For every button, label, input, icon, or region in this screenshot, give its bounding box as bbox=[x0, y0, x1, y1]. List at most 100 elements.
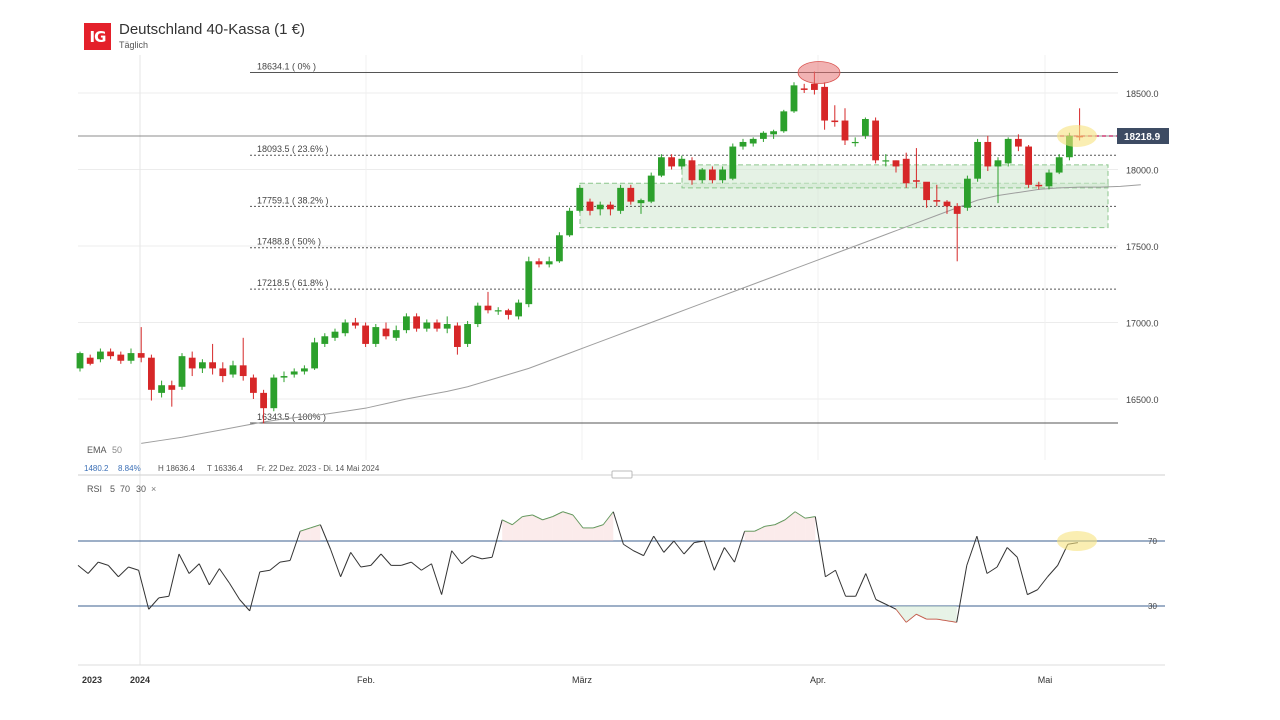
rsi-segment-70 bbox=[784, 511, 796, 521]
candle-body-5 bbox=[127, 353, 135, 361]
candle-body-48 bbox=[566, 210, 573, 236]
rsi-segment-54 bbox=[623, 543, 634, 552]
rsi-over-fill-45 bbox=[532, 515, 543, 541]
time-tick-label: 2023 bbox=[82, 675, 102, 685]
rsi-over-fill-51 bbox=[593, 524, 604, 541]
rsi-segment-62 bbox=[703, 540, 715, 571]
candle-body-27 bbox=[352, 322, 359, 326]
candle-body-45 bbox=[535, 261, 543, 265]
candle-body-96 bbox=[1055, 157, 1063, 173]
candle-body-89 bbox=[984, 141, 992, 167]
candle-body-49 bbox=[576, 187, 584, 211]
rsi-over-fill-67 bbox=[754, 526, 765, 541]
rsi-segment-59 bbox=[673, 540, 685, 555]
candle-body-28 bbox=[362, 325, 369, 344]
rsi-segment-18 bbox=[259, 569, 270, 573]
candle-body-12 bbox=[199, 362, 206, 369]
rsi-segment-60 bbox=[683, 542, 695, 555]
candle-body-73 bbox=[821, 86, 828, 121]
candle-body-56 bbox=[647, 175, 655, 202]
candle-body-1 bbox=[86, 357, 94, 364]
rsi-segment-55 bbox=[633, 550, 644, 557]
rsi-segment-74 bbox=[825, 569, 836, 578]
grid-layer bbox=[78, 55, 1118, 665]
rsi-close-icon: × bbox=[151, 484, 156, 494]
rsi-legend-1: 5 bbox=[110, 484, 115, 494]
rsi-segment-26 bbox=[340, 552, 352, 577]
rsi-under-fill-82 bbox=[906, 606, 917, 623]
rsi-tick-30: 30 bbox=[1148, 602, 1157, 611]
rsi-segment-71 bbox=[794, 511, 806, 519]
candle-body-44 bbox=[525, 261, 533, 305]
candle-body-14 bbox=[219, 368, 227, 377]
rsi-segment-95 bbox=[1037, 576, 1048, 591]
support-zone-1 bbox=[681, 164, 1109, 189]
price-tick-label: 17000.0 bbox=[1126, 319, 1159, 329]
price-tick-label: 16500.0 bbox=[1126, 395, 1159, 405]
rsi-segment-67 bbox=[754, 525, 766, 532]
rsi-segment-94 bbox=[1027, 589, 1038, 596]
rsi-segment-38 bbox=[461, 555, 473, 565]
rsi-segment-10 bbox=[178, 553, 190, 574]
rsi-segment-7 bbox=[148, 597, 160, 610]
rsi-segment-17 bbox=[249, 571, 261, 612]
rsi-segment-19 bbox=[269, 561, 281, 571]
ema-layer bbox=[141, 184, 1141, 444]
annotation-layer bbox=[797, 61, 1097, 148]
candle-body-33 bbox=[413, 316, 420, 329]
rsi-segment-21 bbox=[289, 531, 301, 561]
candle-body-4 bbox=[117, 354, 125, 361]
time-tick-label: Mai bbox=[1038, 675, 1053, 685]
rsi-segment-27 bbox=[350, 552, 362, 568]
candle-body-77 bbox=[862, 119, 869, 136]
rsi-segment-24 bbox=[319, 524, 331, 550]
rsi-segment-92 bbox=[1006, 547, 1018, 558]
rsi-segment-35 bbox=[431, 563, 443, 595]
candle-body-66 bbox=[749, 138, 757, 144]
rsi-segment-40 bbox=[481, 556, 493, 560]
candle-body-16 bbox=[239, 365, 247, 377]
rsi-over-fill-46 bbox=[542, 516, 553, 541]
candle-body-32 bbox=[403, 316, 410, 331]
candle-body-41 bbox=[494, 310, 502, 312]
candle-body-15 bbox=[229, 365, 237, 375]
candle-body-23 bbox=[311, 342, 318, 369]
candle-body-6 bbox=[137, 353, 145, 358]
candle-body-37 bbox=[454, 325, 461, 347]
chart-subtitle: Täglich bbox=[119, 40, 149, 50]
rsi-layer: RSI 5 70 30 × 70 30 bbox=[77, 484, 1165, 623]
candle-body-78 bbox=[872, 120, 879, 161]
rsi-segment-42 bbox=[501, 519, 513, 526]
rsi-segment-0 bbox=[77, 564, 89, 574]
candle-body-30 bbox=[382, 328, 390, 337]
candle-body-22 bbox=[301, 368, 308, 372]
candle-body-68 bbox=[770, 131, 777, 135]
candle-body-64 bbox=[729, 146, 737, 179]
rsi-legend-3: 30 bbox=[136, 484, 146, 494]
rsi-segment-80 bbox=[885, 603, 897, 610]
rsi-segment-63 bbox=[713, 547, 725, 571]
rsi-over-fill-22 bbox=[300, 528, 311, 541]
rsi-segment-36 bbox=[441, 550, 453, 595]
candle-body-57 bbox=[658, 157, 665, 176]
candle-body-94 bbox=[1035, 184, 1043, 187]
rsi-segment-4 bbox=[118, 566, 129, 578]
candle-body-72 bbox=[811, 83, 818, 90]
candle-body-58 bbox=[668, 157, 675, 167]
price-tick-label: 17500.0 bbox=[1126, 242, 1159, 252]
candle-body-10 bbox=[178, 356, 186, 387]
rsi-segment-43 bbox=[511, 516, 523, 526]
rsi-segment-22 bbox=[300, 527, 311, 532]
candle-body-63 bbox=[719, 169, 726, 181]
rsi-segment-96 bbox=[1047, 565, 1059, 578]
rsi-segment-28 bbox=[360, 564, 371, 568]
rsi-segment-15 bbox=[229, 582, 241, 600]
rsi-legend-2: 70 bbox=[120, 484, 130, 494]
rsi-segment-41 bbox=[491, 519, 503, 558]
candle-body-90 bbox=[994, 160, 1002, 167]
candle-body-81 bbox=[902, 158, 910, 184]
fib-label-0: 18634.1 ( 0% ) bbox=[257, 61, 316, 71]
rsi-segment-30 bbox=[380, 553, 392, 566]
candle-body-8 bbox=[158, 385, 165, 393]
